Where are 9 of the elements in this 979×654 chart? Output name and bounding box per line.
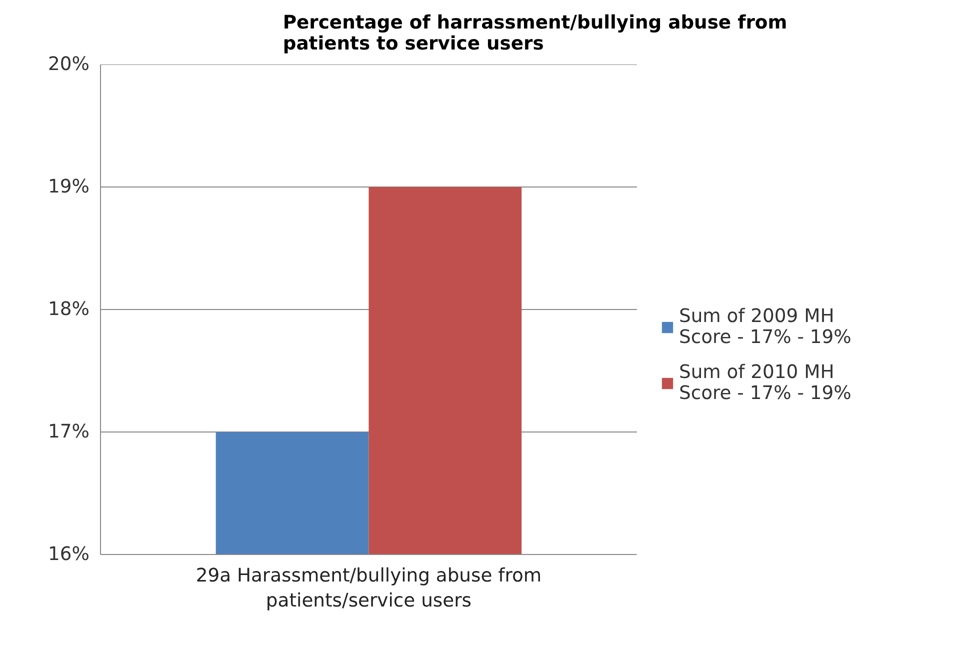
x-tick-label: 29a Harassment/bullying abuse from patients/service users [196, 566, 542, 612]
y-tick-label: 20% [48, 54, 90, 75]
y-tick-label: 19% [48, 176, 90, 198]
chart-title: Percentage of harrassment/bullying abuse from patients to service users [282, 12, 788, 54]
legend-label: Sum of 2010 MH Score - 17% - 19% [679, 362, 852, 404]
y-tick-label: 18% [48, 299, 90, 320]
y-tick-label: 17% [48, 422, 90, 442]
y-tick-label: 16% [48, 544, 90, 565]
legend-label: Sum of 2009 MH Score - 17% - 19% [679, 306, 852, 348]
